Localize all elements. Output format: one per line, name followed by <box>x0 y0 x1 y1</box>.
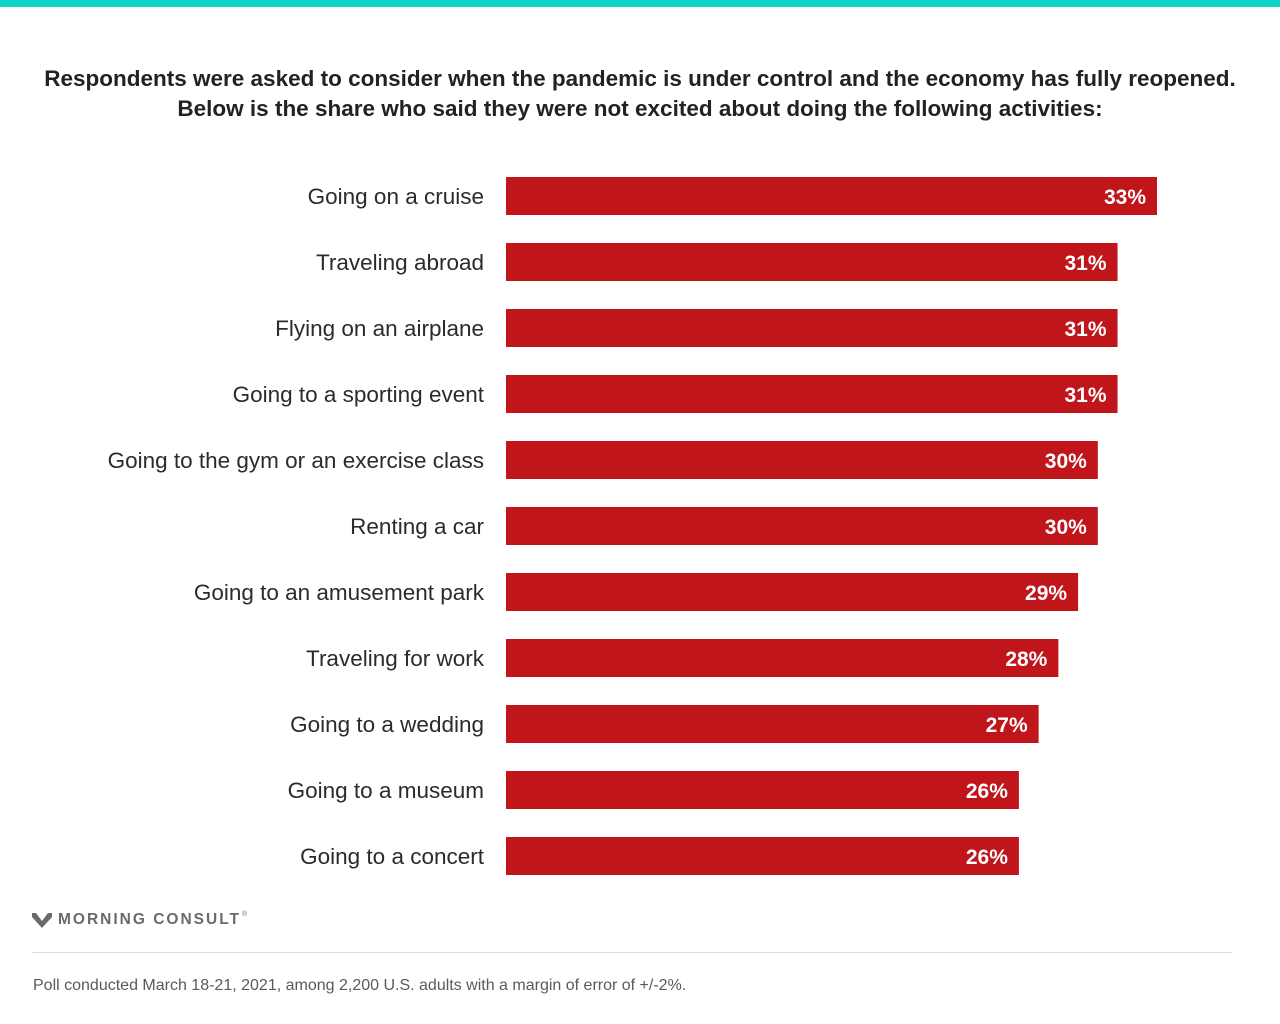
category-label: Going to the gym or an exercise class <box>108 448 484 473</box>
morning-consult-m-icon <box>32 913 52 928</box>
category-label: Flying on an airplane <box>275 316 484 341</box>
category-label: Renting a car <box>350 514 484 539</box>
value-label: 27% <box>986 714 1028 737</box>
value-label: 28% <box>1005 648 1047 671</box>
bar <box>506 309 1118 347</box>
category-label: Going to a wedding <box>290 712 484 737</box>
value-label: 30% <box>1045 450 1087 473</box>
bar <box>506 243 1118 281</box>
value-label: 31% <box>1065 384 1107 407</box>
value-label: 29% <box>1025 582 1067 605</box>
bar <box>506 177 1157 215</box>
value-label: 26% <box>966 846 1008 869</box>
category-label: Traveling for work <box>306 646 485 671</box>
bar <box>506 441 1098 479</box>
value-label: 30% <box>1045 516 1087 539</box>
value-label: 33% <box>1104 186 1146 209</box>
bar <box>506 771 1019 809</box>
top-accent-strip <box>0 0 1280 7</box>
brand-logo: MORNING CONSULT ® <box>32 908 247 932</box>
bar-chart: Going on a cruise 33% Traveling abroad 31% F… <box>108 177 1157 875</box>
value-label: 31% <box>1065 252 1107 275</box>
category-label: Going to a concert <box>300 844 485 869</box>
bar <box>506 639 1059 677</box>
bar <box>506 375 1118 413</box>
bar <box>506 837 1019 875</box>
value-label: 26% <box>966 780 1008 803</box>
category-label: Going to a sporting event <box>233 382 485 407</box>
category-label: Traveling abroad <box>316 250 484 275</box>
brand-registered-mark: ® <box>241 910 248 918</box>
value-label: 31% <box>1065 318 1107 341</box>
category-label: Going to a museum <box>288 778 484 803</box>
brand-name: MORNING CONSULT <box>58 911 241 928</box>
category-label: Going on a cruise <box>308 184 484 209</box>
footer-divider <box>32 952 1232 953</box>
bar <box>506 573 1079 611</box>
chart-title: Respondents were asked to consider when … <box>44 66 1236 121</box>
bar <box>506 507 1098 545</box>
category-label: Going to an amusement park <box>194 580 485 605</box>
bar <box>506 705 1039 743</box>
footnote: Poll conducted March 18-21, 2021, among … <box>33 977 687 994</box>
